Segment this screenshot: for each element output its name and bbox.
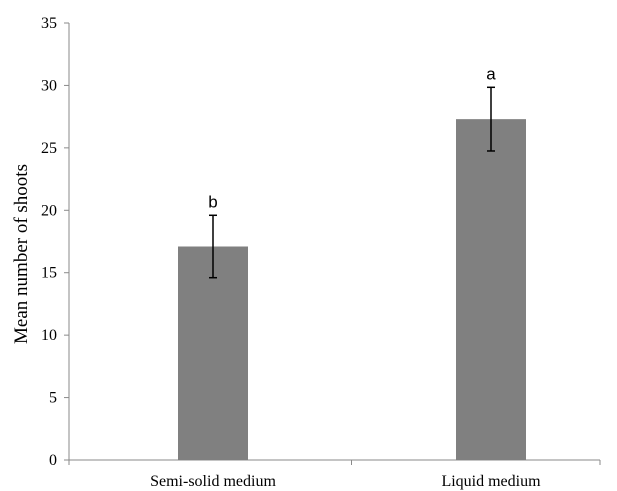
x-category-label: Liquid medium [441,473,541,490]
y-tick-label: 0 [49,452,57,469]
y-tick-label: 15 [41,265,57,282]
y-axis-title: Mean number of shoots [11,164,32,344]
x-axis: Semi-solid medium Liquid medium [68,459,601,490]
y-axis: 0 5 10 15 20 25 30 35 [41,15,70,469]
y-tick-label: 30 [41,77,57,94]
y-tick-label: 35 [41,15,57,32]
x-category-label: Semi-solid medium [150,473,276,490]
bar-semi-solid [178,246,248,460]
y-tick-label: 10 [41,327,57,344]
bar-liquid [456,119,526,460]
bars: ba [178,64,526,460]
y-tick-label: 5 [49,390,57,407]
y-tick-label: 25 [41,140,57,157]
significance-letter: b [208,192,217,211]
significance-letter: a [486,64,496,83]
y-tick-label: 20 [41,202,57,219]
